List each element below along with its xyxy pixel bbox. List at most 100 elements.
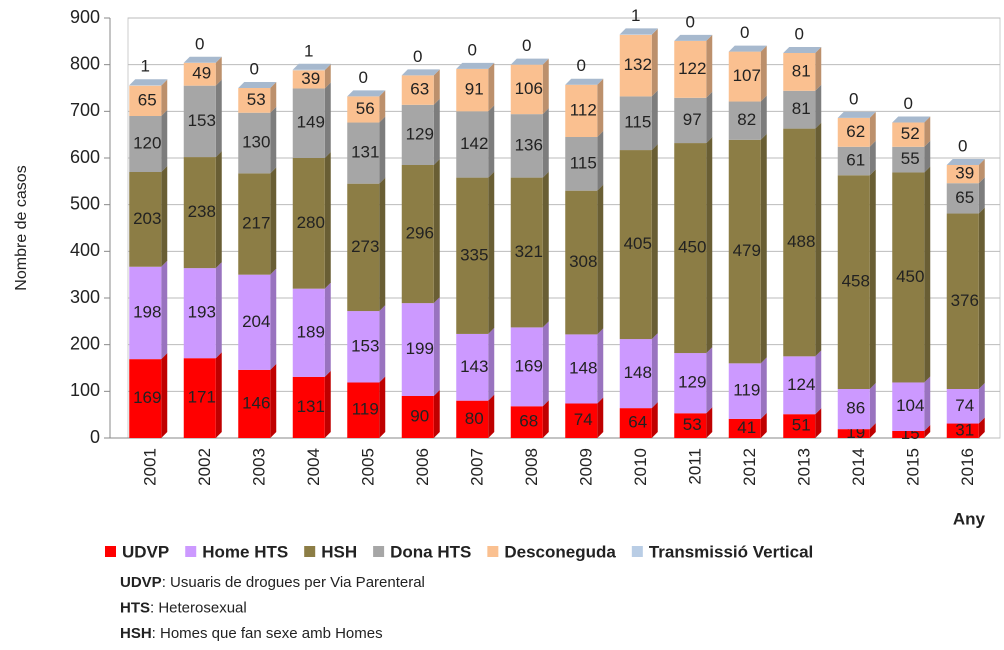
bar-segment xyxy=(565,137,598,191)
note: HSH: Homes que fan sexe amb Homes xyxy=(120,625,383,642)
bar-side xyxy=(433,69,440,105)
data-label: 450 xyxy=(896,267,924,286)
legend-swatch xyxy=(304,546,316,557)
x-tick-label: 2013 xyxy=(795,448,814,486)
note-text: : Heterosexual xyxy=(150,599,247,616)
data-label: 198 xyxy=(133,302,161,321)
data-label: 52 xyxy=(901,124,920,143)
data-label: 132 xyxy=(624,55,652,74)
bar-segment xyxy=(892,172,925,383)
bar-side xyxy=(869,383,876,430)
bar-side xyxy=(215,352,222,438)
x-tick-label: 2015 xyxy=(904,448,923,486)
data-label: 65 xyxy=(138,90,157,109)
bar-segment xyxy=(674,353,707,414)
data-label: 0 xyxy=(795,24,804,43)
bar-side xyxy=(597,78,604,137)
data-label: 0 xyxy=(468,40,477,59)
data-label: 131 xyxy=(297,397,325,416)
bar-side xyxy=(760,133,767,364)
bar-side xyxy=(706,91,713,144)
bar-side xyxy=(542,400,549,438)
bar-segment xyxy=(401,303,434,396)
bar-segment xyxy=(728,363,761,419)
y-axis-label: Nombre de casos xyxy=(13,165,30,290)
data-label: 169 xyxy=(515,356,543,375)
y-tick-label: 500 xyxy=(70,193,100,213)
bar-top xyxy=(619,28,658,35)
bar-side xyxy=(379,116,386,184)
bar-side xyxy=(651,28,658,97)
data-label: 450 xyxy=(678,238,706,257)
bar-segment xyxy=(674,40,707,98)
bar-side xyxy=(815,350,822,415)
y-tick-label: 700 xyxy=(70,100,100,120)
bar-top xyxy=(728,45,767,52)
bar-side xyxy=(324,370,331,438)
bar-side xyxy=(869,140,876,176)
bar-side xyxy=(161,260,168,360)
bar-segment xyxy=(565,403,598,438)
data-label: 146 xyxy=(242,393,270,412)
bar-top xyxy=(401,69,440,76)
data-label: 115 xyxy=(570,153,597,172)
bar-segment xyxy=(946,213,979,389)
bar-segment xyxy=(456,400,489,438)
bar-segment xyxy=(783,414,816,438)
bar-segment xyxy=(292,88,325,158)
legend-label: Transmissió Vertical xyxy=(649,542,813,561)
data-label: 405 xyxy=(624,234,652,253)
bar-side xyxy=(815,122,822,357)
data-label: 49 xyxy=(192,64,211,83)
bar-top xyxy=(292,63,331,70)
bar-segment xyxy=(183,157,216,269)
data-label: 203 xyxy=(133,209,161,228)
data-label: 107 xyxy=(733,66,761,85)
data-label: 39 xyxy=(955,164,974,183)
bar-segment xyxy=(238,274,271,370)
data-label: 376 xyxy=(951,291,979,310)
bar-segment xyxy=(728,418,761,438)
bar-segment xyxy=(238,173,271,275)
bar-side xyxy=(597,397,604,438)
bar-side xyxy=(379,177,386,312)
bar-side xyxy=(597,184,604,335)
bar-side xyxy=(161,353,168,438)
bar-top xyxy=(238,82,277,88)
bar-side xyxy=(924,376,931,431)
bar-side xyxy=(869,423,876,438)
data-label: 68 xyxy=(519,412,538,431)
bar-segment xyxy=(183,85,216,158)
bar-segment xyxy=(946,389,979,424)
bar-segment xyxy=(510,177,543,328)
data-label: 122 xyxy=(678,59,706,78)
data-label: 90 xyxy=(410,406,429,425)
bar-top xyxy=(456,62,495,69)
data-label: 171 xyxy=(188,388,216,407)
bar-segment xyxy=(619,34,652,97)
y-tick-label: 100 xyxy=(70,380,100,400)
bar-side xyxy=(978,207,985,389)
data-label: 97 xyxy=(683,110,702,129)
bar-segment xyxy=(783,128,816,357)
bar-segment xyxy=(892,431,925,438)
data-label: 0 xyxy=(413,47,422,66)
bar-side xyxy=(651,90,658,151)
bar-side xyxy=(815,84,822,129)
bar-side xyxy=(324,64,331,89)
data-label: 149 xyxy=(297,113,325,132)
x-tick-label: 2005 xyxy=(359,448,378,486)
data-label: 119 xyxy=(352,400,379,419)
bar-segment xyxy=(401,75,434,105)
bar-side xyxy=(161,110,168,172)
data-label: 65 xyxy=(955,188,974,207)
bar-segment xyxy=(510,327,543,407)
bar-segment xyxy=(129,359,162,438)
bar-top xyxy=(565,78,604,85)
bar-segment xyxy=(837,117,870,147)
bar-side xyxy=(651,402,658,438)
bar-segment xyxy=(837,175,870,389)
bar-side xyxy=(924,425,931,438)
x-tick-label: 2002 xyxy=(195,448,214,486)
data-label: 169 xyxy=(133,388,161,407)
